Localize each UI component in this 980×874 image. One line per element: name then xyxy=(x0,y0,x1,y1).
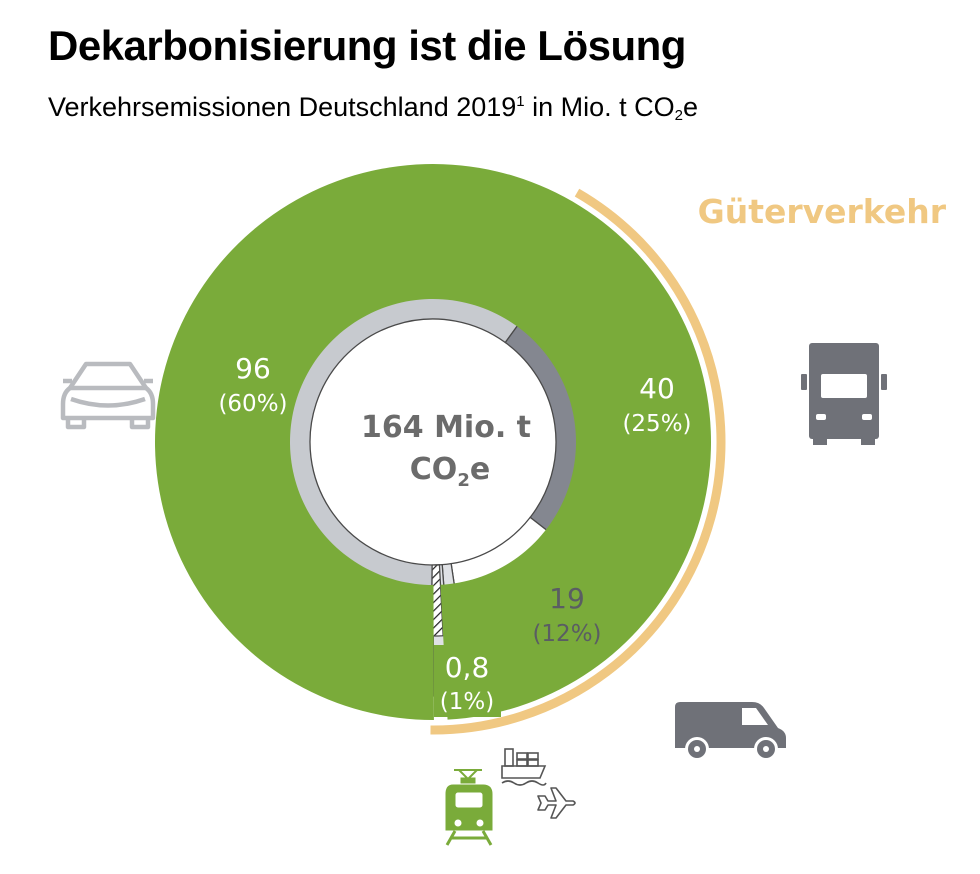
label-lkw-percent: (25%) xyxy=(622,411,691,437)
center-unit-suffix: e xyxy=(470,452,490,487)
subtitle-unit-sub: 2 xyxy=(674,107,683,124)
center-unit-sub: 2 xyxy=(457,470,470,491)
subtitle-unit: in Mio. t CO xyxy=(524,92,675,122)
chart-title: Dekarbonisierung ist die Lösung xyxy=(48,22,686,69)
center-unit-prefix: CO xyxy=(410,452,458,487)
van-icon xyxy=(675,702,786,761)
label-lnf-percent: (12%) xyxy=(532,621,601,647)
center-total-label: 164 Mio. t xyxy=(361,410,531,445)
subtitle-main: Verkehrsemissionen Deutschland 2019 xyxy=(48,92,517,122)
subtitle-unit-suffix: e xyxy=(683,92,699,122)
truck-icon xyxy=(801,343,887,445)
label-rail-value: 0,8 xyxy=(445,651,490,684)
label-pkw-value: 96 xyxy=(235,352,271,385)
car-icon xyxy=(60,361,156,430)
plane-icon xyxy=(537,787,576,819)
footnote-marker: 1 xyxy=(516,93,525,110)
rail-label-box xyxy=(434,645,501,717)
chart-subtitle: Verkehrsemissionen Deutschland 20191 in … xyxy=(48,92,698,124)
center-unit-label: CO2e xyxy=(410,452,490,491)
segment-other-hatched[interactable] xyxy=(430,564,444,637)
label-pkw-percent: (60%) xyxy=(218,391,287,417)
segment-rail[interactable] xyxy=(154,164,711,721)
label-rail-percent: (1%) xyxy=(440,689,494,715)
donut-segments xyxy=(154,164,711,721)
freight-group-label: Güterverkehr xyxy=(698,192,947,231)
label-lkw-value: 40 xyxy=(639,372,675,405)
freight-group-arc xyxy=(430,188,726,735)
label-lnf-value: 19 xyxy=(549,582,585,615)
ship-icon xyxy=(501,748,547,786)
train-icon xyxy=(445,769,493,846)
